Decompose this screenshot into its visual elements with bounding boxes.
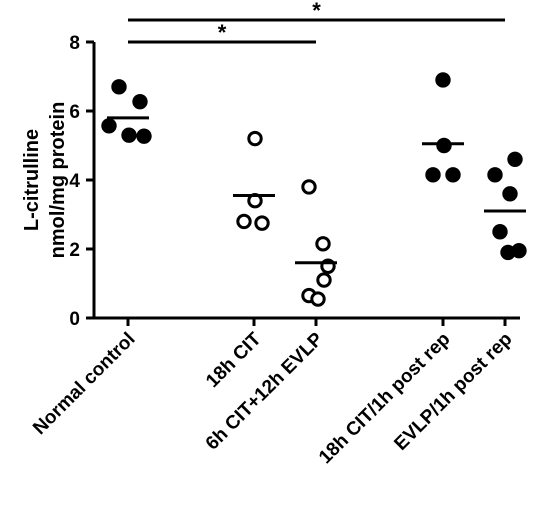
data-point <box>310 291 326 307</box>
data-point <box>121 127 137 143</box>
y-axis-label-line2: nmol/mg protein <box>47 102 69 259</box>
data-point <box>316 272 332 288</box>
x-category-label: Normal control <box>29 329 139 439</box>
data-point <box>254 215 270 231</box>
y-tick-label: 4 <box>69 171 80 192</box>
data-point <box>492 224 508 240</box>
y-tick-label: 2 <box>69 240 80 261</box>
significance-star: * <box>312 0 321 23</box>
y-tick-label: 0 <box>69 309 80 330</box>
data-point <box>435 72 451 88</box>
y-tick-label: 8 <box>69 33 80 54</box>
x-category-label: 18h CIT <box>202 328 266 392</box>
x-category-label: EVLP/1h post rep <box>390 329 516 455</box>
data-marks <box>101 72 527 307</box>
x-category-label: 6h CIT+12h EVLP <box>202 328 328 454</box>
data-point <box>502 186 518 202</box>
data-point <box>247 130 263 147</box>
data-point <box>445 167 461 183</box>
y-tick-label: 6 <box>69 102 80 123</box>
data-point <box>487 167 503 183</box>
data-point <box>500 244 516 261</box>
data-point <box>425 167 441 183</box>
data-point <box>301 179 317 195</box>
data-point <box>132 93 148 110</box>
significance-brackets: ** <box>128 0 505 45</box>
axis-labels: L-citrulline nmol/mg protein <box>21 102 69 259</box>
data-point <box>236 213 252 230</box>
data-point <box>111 79 127 95</box>
y-axis-label-line1: L-citrulline <box>21 129 43 231</box>
data-point <box>101 118 117 134</box>
data-point <box>315 236 331 252</box>
data-point <box>507 151 523 168</box>
data-point <box>136 128 152 144</box>
data-point <box>436 137 452 154</box>
significance-star: * <box>218 20 227 45</box>
